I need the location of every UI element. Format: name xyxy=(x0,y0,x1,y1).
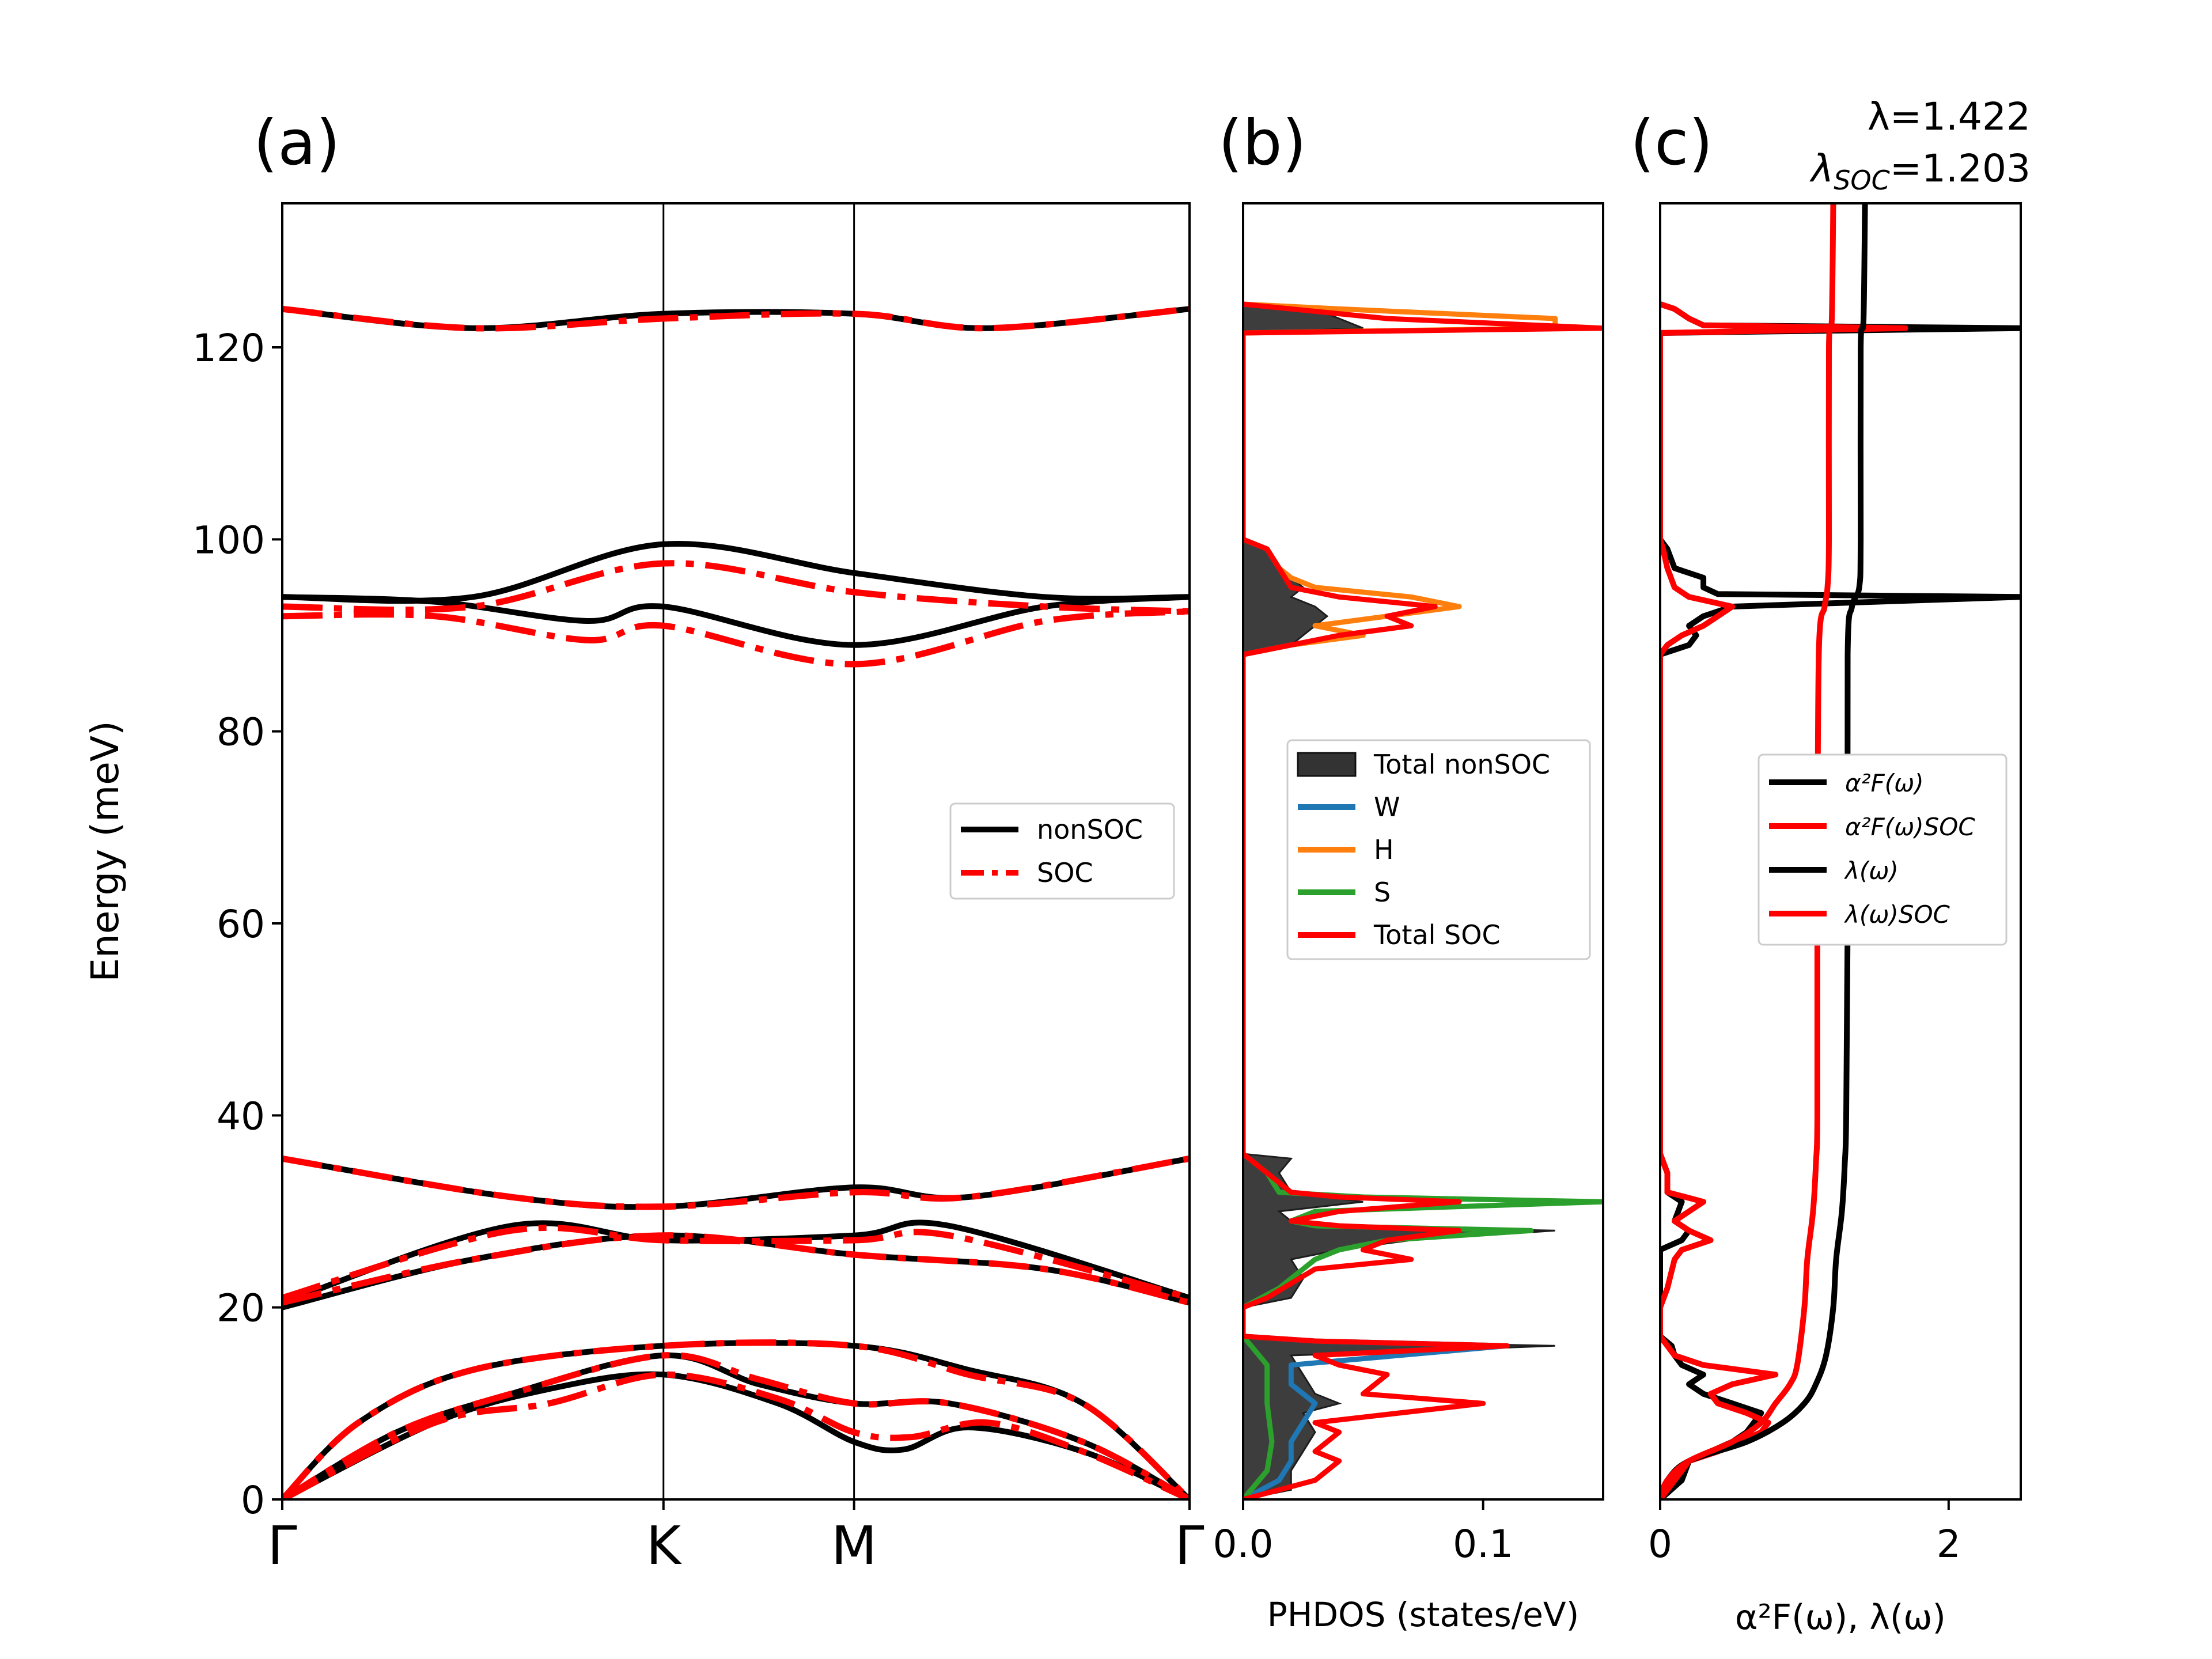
panel-label-c: (c) xyxy=(1630,107,1713,179)
xtick-label-c-1: 2 xyxy=(1937,1522,1961,1566)
kpoint-label-0: Γ xyxy=(267,1515,297,1577)
soc-band-6 xyxy=(282,608,1190,668)
panel-label-a: (a) xyxy=(253,107,340,179)
eliashberg-series-3 xyxy=(1660,203,1836,1499)
phdos-total-soc-line xyxy=(1243,301,1603,1499)
legend-label-s: S xyxy=(1374,877,1391,908)
band-lines xyxy=(282,305,1190,1499)
axes-frame-a xyxy=(281,202,1191,1501)
ytick-label-0: 0 xyxy=(241,1478,265,1522)
ytick-label-100: 100 xyxy=(192,518,265,562)
xtick-label-b-1: 0.1 xyxy=(1453,1522,1513,1566)
x-axis-title-c: α²F(ω), λ(ω) xyxy=(1735,1597,1946,1638)
soc-band-4 xyxy=(282,1224,1190,1301)
legend-label-h: H xyxy=(1374,834,1394,865)
ytick-label-60: 60 xyxy=(217,902,265,946)
ytick-label-80: 80 xyxy=(217,710,265,755)
xtick-label-b-0: 0.0 xyxy=(1213,1522,1274,1566)
legend-label-total-nonsoc: Total nonSOC xyxy=(1373,749,1550,780)
axes-eliashberg: 0 2 α²F(ω), λ(ω) α²F(ω) α²F(ω)SOC λ(ω) λ(ω)SOC xyxy=(1648,202,2022,1638)
lambda-soc-value: =1.203 xyxy=(1890,146,2031,191)
legend-swatch-total-nonsoc xyxy=(1297,752,1357,777)
phdos-curves xyxy=(1243,301,1603,1499)
ytick-label-20: 20 xyxy=(217,1286,265,1331)
soc-band-2 xyxy=(282,1339,1190,1499)
eliashberg-series-2 xyxy=(1660,203,1868,1499)
axes-frame-b xyxy=(1242,202,1604,1501)
legend-label-c-1: α²F(ω)SOC xyxy=(1845,813,1975,841)
eliashberg-curves xyxy=(1660,203,2021,1499)
soc-band-5 xyxy=(282,1155,1190,1210)
legend-label-nonsoc: nonSOC xyxy=(1037,814,1143,845)
axes-phdos: 0.0 0.1 PHDOS (states/eV) Total nonSOC WHS To… xyxy=(1213,202,1604,1634)
lambda-soc-annotation: λSOC=1.203 xyxy=(1809,146,2031,196)
eliashberg-series-1 xyxy=(1660,301,1908,1499)
legend-label-total-soc: Total SOC xyxy=(1373,919,1501,950)
kpoint-label-3: Γ xyxy=(1175,1515,1204,1577)
kpoint-label-1: K xyxy=(646,1515,683,1577)
y-axis-title: Energy (meV) xyxy=(83,721,127,982)
legend-label-c-0: α²F(ω) xyxy=(1845,769,1924,797)
soc-band-0 xyxy=(282,1371,1190,1499)
soc-band-7 xyxy=(282,560,1190,615)
soc-band-8 xyxy=(282,305,1190,332)
lambda-soc-symbol: λ xyxy=(1809,146,1834,191)
kpoint-label-2: M xyxy=(831,1515,877,1577)
legend-label-c-2: λ(ω) xyxy=(1844,857,1899,885)
soc-band-1 xyxy=(282,1352,1190,1499)
lambda-annotation: λ=1.422 xyxy=(1868,94,2031,139)
nonsoc-band-4 xyxy=(282,1219,1190,1306)
legend-box-b xyxy=(1286,739,1591,960)
panel-label-b: (b) xyxy=(1218,107,1306,179)
soc-band-3 xyxy=(282,1232,1190,1306)
legend-box-c xyxy=(1758,753,2008,946)
nonsoc-band-7 xyxy=(282,540,1190,604)
ytick-label-120: 120 xyxy=(192,326,265,370)
xtick-label-c-0: 0 xyxy=(1648,1522,1672,1566)
x-axis-title-b: PHDOS (states/eV) xyxy=(1267,1595,1579,1634)
legend-label-w: W xyxy=(1374,791,1400,823)
legend-label-soc: SOC xyxy=(1037,857,1093,888)
axes-frame-c xyxy=(1659,202,2022,1501)
axes-band-structure: 0 20 40 60 80 100 120 Γ K M Γ Energy (meV) nonSOC SOC xyxy=(83,202,1205,1577)
ytick-label-40: 40 xyxy=(217,1094,265,1138)
legend-label-c-3: λ(ω)SOC xyxy=(1844,900,1950,929)
lambda-soc-subscript: SOC xyxy=(1834,165,1890,196)
